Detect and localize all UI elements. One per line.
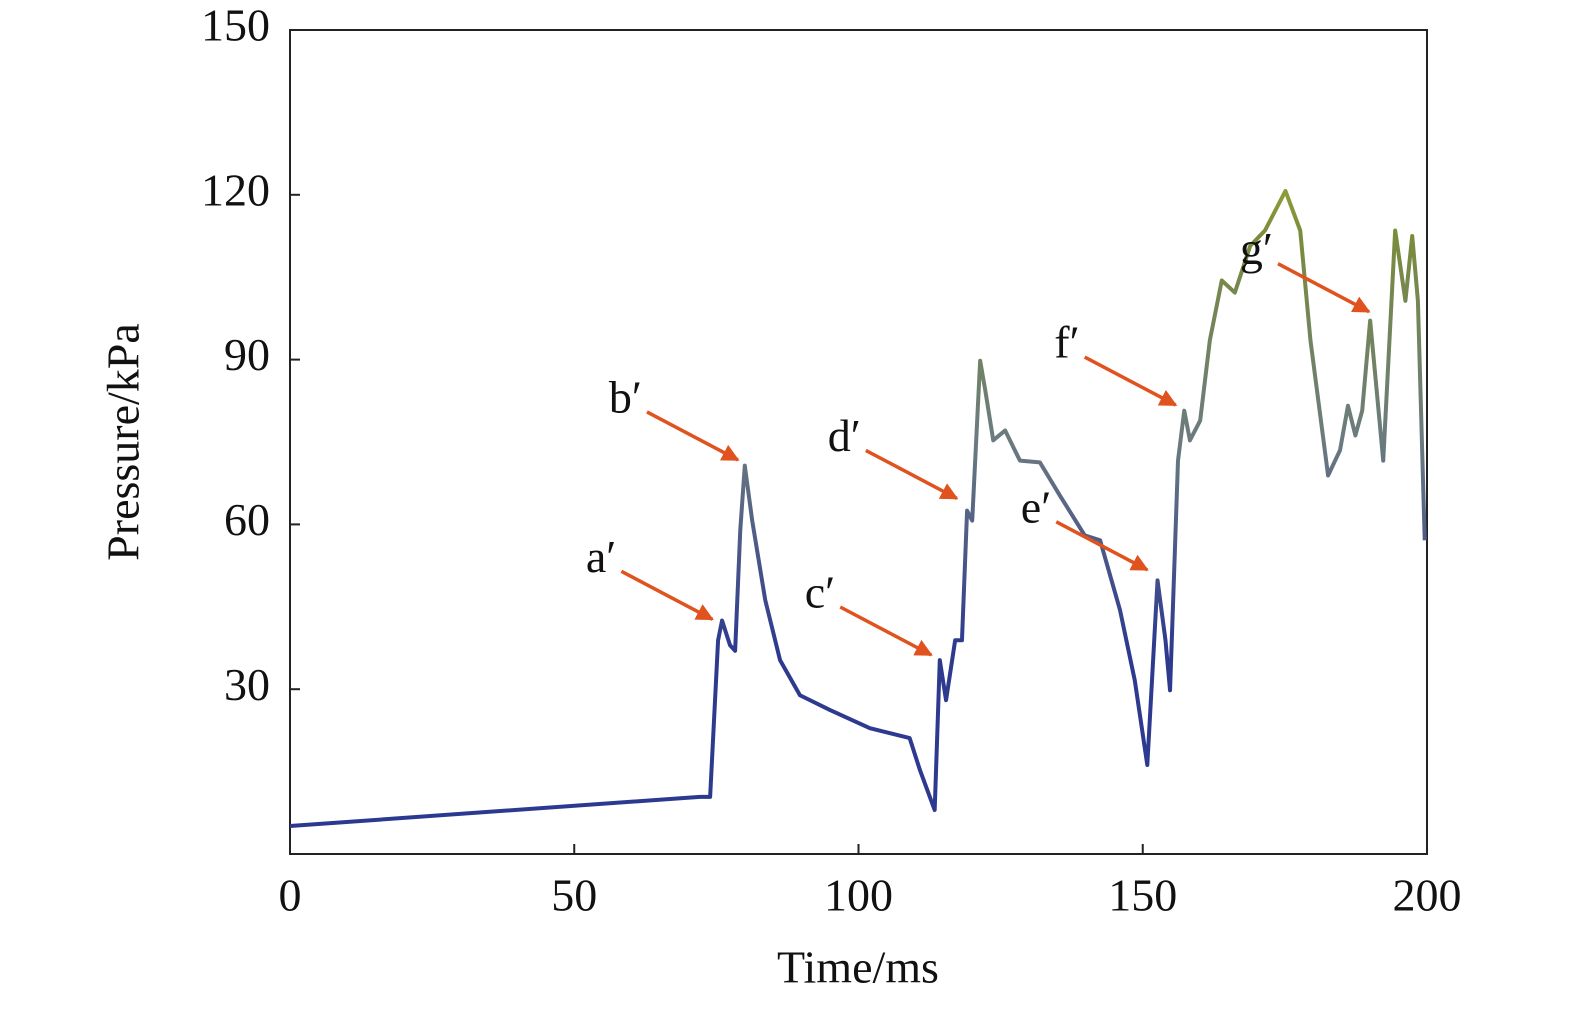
annotation-arrow (865, 448, 959, 500)
x-tick-label: 200 (1393, 870, 1462, 921)
x-tick-label: 0 (279, 870, 302, 921)
annotation-arrow (1083, 355, 1178, 407)
annotation-arrow (646, 410, 740, 462)
y-axis-label: Pressure/kPa (98, 323, 149, 561)
annotation-label: a′ (586, 531, 616, 582)
annotation-arrow (1277, 262, 1371, 314)
annotation-label: c′ (805, 567, 835, 618)
x-tick-label: 100 (824, 870, 893, 921)
y-tick-label: 120 (201, 164, 270, 215)
y-tick-label: 30 (224, 659, 270, 710)
annotation-label: g′ (1240, 223, 1273, 274)
annotation-arrow (839, 605, 933, 657)
annotation-label: d′ (828, 410, 861, 461)
x-axis-label: Time/ms (777, 942, 939, 993)
annotation-arrow (620, 569, 714, 621)
y-tick-label: 60 (224, 494, 270, 545)
y-tick-label: 90 (224, 329, 270, 380)
annotation-label: b′ (609, 372, 642, 423)
x-tick-label: 150 (1108, 870, 1177, 921)
x-tick-label: 50 (551, 870, 597, 921)
data-line (289, 188, 1427, 828)
y-tick-label: 150 (201, 0, 270, 51)
annotation-label: f′ (1054, 317, 1079, 368)
annotation-label: e′ (1021, 481, 1051, 532)
annotation-arrow (1055, 520, 1149, 572)
